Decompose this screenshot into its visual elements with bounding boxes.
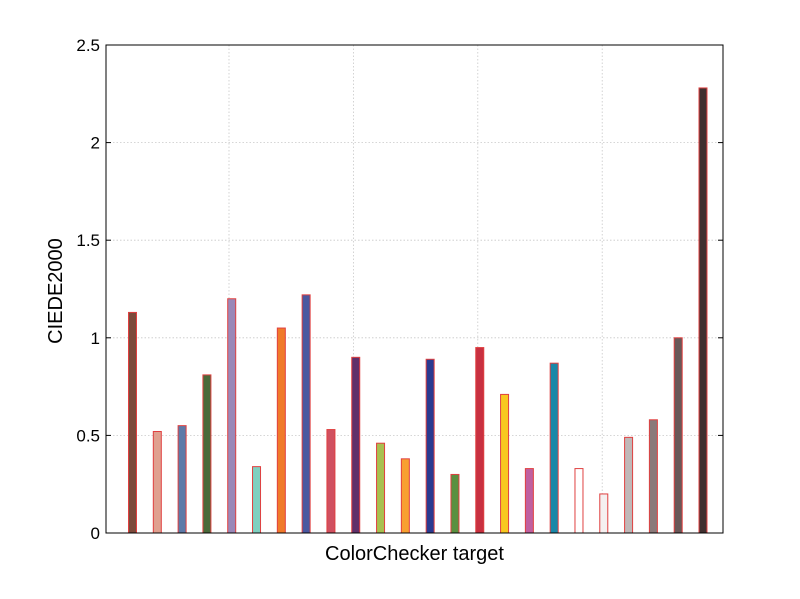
bar — [276, 327, 286, 534]
bar — [673, 337, 683, 534]
bar — [301, 294, 311, 534]
bar — [400, 458, 410, 534]
y-tick-label: 0.5 — [76, 426, 100, 445]
y-tick-label: 1 — [91, 329, 100, 348]
bar — [549, 362, 559, 534]
bar — [376, 442, 386, 534]
y-tick-label: 2 — [91, 134, 100, 153]
bar — [475, 347, 485, 534]
y-tick-labels: 0 0.5 1 1.5 2 2.5 — [76, 36, 100, 543]
bar — [599, 493, 609, 534]
bar — [152, 430, 162, 534]
bar — [574, 468, 584, 534]
bar — [202, 374, 212, 534]
bar — [227, 298, 237, 534]
bar — [128, 311, 137, 534]
bar — [177, 425, 187, 534]
bar — [624, 436, 634, 534]
bar — [252, 466, 262, 534]
y-tick-label: 2.5 — [76, 36, 100, 55]
bar — [450, 473, 460, 534]
plot-frame — [105, 44, 724, 534]
axes — [105, 44, 724, 534]
y-tick-label: 0 — [91, 524, 100, 543]
bar — [648, 419, 658, 534]
bar — [425, 358, 435, 534]
y-axis-title: CIEDE2000 — [45, 238, 67, 344]
bar — [698, 87, 708, 534]
bar — [524, 468, 534, 534]
y-tick-label: 1.5 — [76, 231, 100, 250]
bar — [500, 393, 510, 534]
x-axis-title: ColorChecker target — [325, 543, 504, 565]
bars — [128, 87, 708, 534]
bar — [326, 429, 336, 534]
bar — [351, 356, 361, 534]
